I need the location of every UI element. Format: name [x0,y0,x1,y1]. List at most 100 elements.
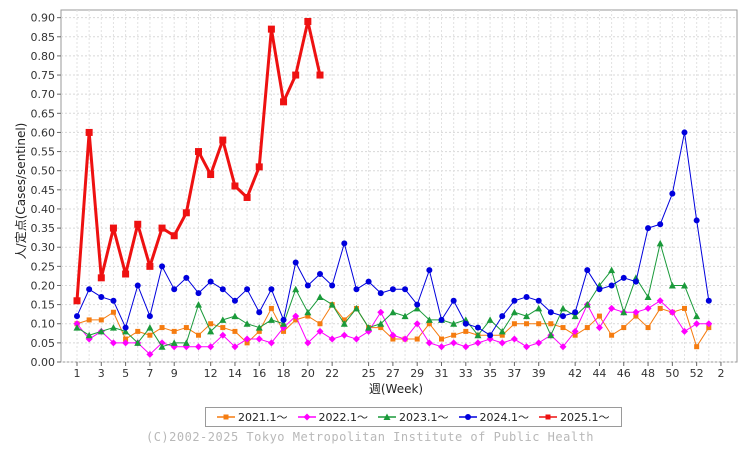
data-point [632,274,640,281]
y-tick-label: 0.25 [31,260,56,273]
data-point [97,274,105,282]
x-tick-label: 18 [277,367,291,380]
legend-label: 2022.1～ [318,411,369,424]
data-point [572,309,579,316]
data-point [365,324,373,331]
data-point [584,267,591,274]
data-point [317,321,323,327]
data-point [317,271,323,277]
data-point [86,317,92,323]
data-point [681,129,688,136]
data-point [74,313,80,320]
data-point [535,339,543,347]
data-point [255,324,263,331]
data-point [535,297,542,304]
data-point [219,316,227,323]
data-point [451,332,457,338]
data-point [644,293,652,300]
y-tick-label: 0.45 [31,184,56,197]
data-point [559,304,567,312]
data-point [510,308,518,316]
data-point [608,282,615,289]
data-point [620,308,628,316]
data-point [340,320,348,327]
data-point [645,325,651,331]
data-point [219,331,227,339]
data-point [559,343,567,351]
data-point [231,297,238,304]
data-point [304,339,312,347]
y-tick-label: 0.65 [31,107,56,120]
data-point [656,297,664,305]
data-point [267,339,275,347]
data-point [73,297,81,305]
data-point [365,278,372,285]
data-point [110,309,116,315]
data-point [256,328,262,334]
x-axis-title: 週(Week) [369,382,423,396]
data-point [244,340,250,346]
legend-swatch [539,414,557,420]
y-tick-label: 0.05 [31,337,56,350]
data-point [195,343,202,351]
data-point [196,332,201,338]
data-point [109,324,117,331]
data-point [560,313,566,320]
data-point [668,308,676,316]
data-point [328,335,336,343]
data-point [158,224,166,232]
data-point [535,304,543,312]
x-tick-label: 22 [325,367,339,380]
y-tick-label: 0.40 [31,203,56,216]
data-point [243,320,251,327]
data-point [510,335,518,343]
data-point [657,305,663,311]
data-point [608,304,616,312]
data-point [438,316,445,323]
data-point [378,325,384,331]
data-point [681,281,688,289]
data-point [571,312,579,320]
data-point [122,339,130,347]
data-point [292,71,300,79]
data-point [644,304,652,312]
x-tick-label: 12 [204,367,218,380]
data-point [464,414,471,420]
data-point [474,339,482,347]
data-point [596,286,603,293]
series-2022.1～ [73,297,713,358]
data-point [256,309,263,316]
x-tick-label: 35 [483,367,497,380]
data-point [304,282,311,289]
data-point [86,286,93,293]
y-tick-label: 0.85 [31,31,56,44]
data-point [426,321,432,327]
data-point [134,220,142,228]
data-point [146,262,154,270]
y-axis: 0.00 0.05 0.10 0.15 0.20 0.25 0.30 0.35 0.40 0.45… [31,12,61,369]
data-point [548,321,554,327]
data-point [135,328,141,334]
data-point [98,317,104,323]
data-point [693,320,701,328]
x-tick-label: 31 [435,367,449,380]
data-point [438,343,445,351]
data-point [304,17,312,25]
data-point [146,324,154,331]
data-point [292,312,300,320]
series-2025.1～ [73,17,324,305]
data-point [645,225,652,232]
series-line [76,242,698,348]
data-point [426,267,433,274]
data-point [110,297,117,304]
legend-label: 2025.1～ [560,411,610,424]
data-point [353,286,360,293]
legend-label: 2023.1～ [399,411,449,424]
legend-item: 2022.1～ [297,409,369,425]
data-point [219,286,226,293]
data-point [208,321,214,327]
data-point [267,25,275,33]
data-point [159,263,166,270]
x-tick-label: 42 [568,367,582,380]
legend-label: 2021.1～ [238,411,288,424]
